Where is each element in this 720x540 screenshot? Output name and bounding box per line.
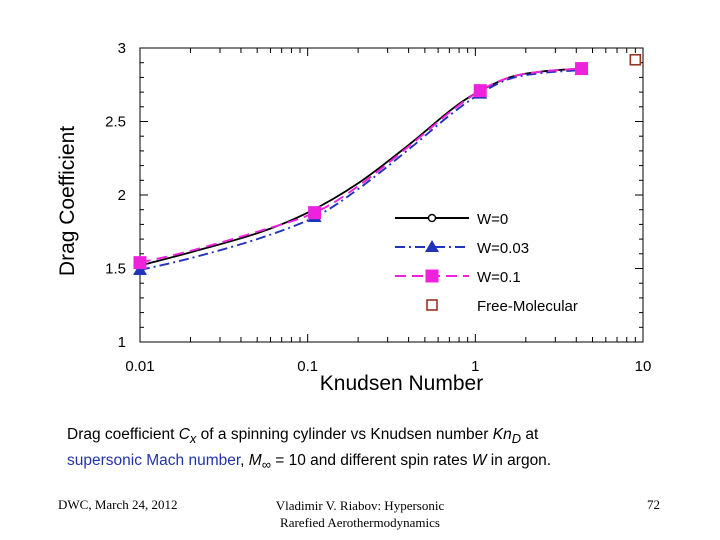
y-tick-label: 3	[118, 40, 126, 57]
series-marker-free-molecular	[629, 53, 642, 66]
caption-part3: at	[521, 426, 539, 443]
caption-part2: of a spinning cylinder vs Knudsen number	[196, 426, 493, 443]
legend-marker-w-0-03	[425, 240, 439, 252]
footer-author-line2: Rarefied Aerothermodynamics	[280, 515, 440, 530]
caption-blue-text: supersonic Mach number	[67, 452, 241, 470]
figure-caption: Drag coefficient Cx of a spinning cylind…	[67, 424, 687, 476]
drag-coefficient-chart: 0.01 0.1 1 10 1 1.5 2 2.5 3 Knudsen Number Drag Co…	[56, 40, 651, 395]
caption-cx: C	[178, 426, 190, 443]
footer-page-number: 72	[647, 497, 660, 512]
series-marker-w-0-1	[308, 206, 322, 220]
caption-kn-sub: D	[511, 431, 522, 447]
y-axis-title: Drag Coefficient	[56, 126, 79, 276]
y-tick-label: 1	[118, 334, 126, 351]
legend-label-free-molecular: Free-Molecular	[477, 298, 578, 315]
x-tick-label: 1	[471, 358, 479, 375]
legend-marker-free-molecular	[426, 299, 438, 311]
x-axis-title: Knudsen Number	[320, 372, 483, 395]
legend-label-w-0-1: W=0.1	[477, 269, 521, 286]
y-tick-label: 1.5	[105, 261, 126, 278]
caption-kn: Kn	[492, 426, 512, 443]
legend-marker-w-0	[427, 213, 437, 223]
series-line-w-0-1	[139, 67, 582, 264]
x-tick-label: 0.01	[125, 358, 154, 375]
legend-label-w-0-03: W=0.03	[477, 240, 529, 257]
y-tick-label: 2.5	[105, 114, 126, 131]
caption-part6: in argon.	[486, 452, 552, 470]
plot-area: 0.01 0.1 1 10 1 1.5 2 2.5 3 Knudsen Number Drag Co…	[56, 40, 651, 395]
caption-w: W	[471, 452, 487, 470]
footer-author: Vladimir V. Riabov: Hypersonic Rarefied …	[240, 497, 480, 531]
series-marker-w-0-1	[575, 62, 589, 76]
x-tick-label: 10	[635, 358, 652, 375]
legend-marker-w-0-1	[425, 269, 439, 283]
footer-author-line1: Vladimir V. Riabov: Hypersonic	[275, 498, 445, 513]
legend-label-w-0: W=0	[477, 211, 508, 228]
series-marker-w-0-1	[133, 256, 147, 270]
caption-part5: = 10 and different spin rates	[270, 452, 472, 470]
series-line-w-0	[139, 67, 582, 267]
footer-date: DWC, March 24, 2012	[58, 497, 178, 512]
caption-part4: ,	[240, 452, 249, 470]
caption-m: M	[248, 452, 262, 470]
x-tick-label: 0.1	[297, 358, 318, 375]
caption-part1: Drag coefficient	[67, 426, 179, 443]
caption-cx-sub: x	[189, 431, 197, 447]
caption-m-sub: ∞	[261, 457, 271, 473]
series-marker-w-0-1	[473, 84, 487, 98]
y-tick-label: 2	[118, 187, 126, 204]
